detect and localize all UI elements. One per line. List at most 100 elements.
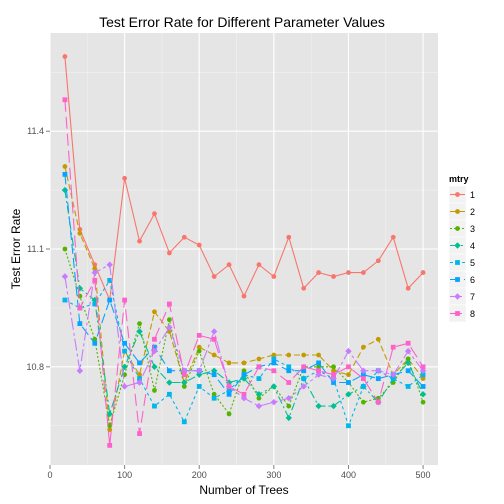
legend: mtry 1 2 3 4 5 6 7 8 <box>448 174 475 323</box>
data-point <box>346 380 351 385</box>
legend-item-7: 7 <box>448 287 475 306</box>
data-point <box>92 266 98 272</box>
data-point <box>226 391 232 397</box>
data-point <box>152 211 157 217</box>
data-point <box>301 285 307 291</box>
y-tick-label: 11.4 <box>27 126 44 136</box>
data-point <box>62 97 68 103</box>
data-point <box>301 376 307 381</box>
data-point <box>346 423 351 429</box>
data-point <box>375 367 382 374</box>
legend-key-marker <box>455 277 460 282</box>
data-point <box>107 297 113 303</box>
data-point <box>315 402 322 410</box>
data-point <box>375 336 381 342</box>
data-point <box>316 270 322 275</box>
data-point <box>122 348 128 354</box>
legend-label: 7 <box>470 292 475 302</box>
data-point <box>241 293 247 299</box>
data-point <box>360 367 367 374</box>
x-tick-label: 500 <box>416 470 431 480</box>
data-point <box>181 379 188 386</box>
data-point <box>211 274 217 279</box>
legend-item-2: 2 <box>448 202 475 221</box>
data-point <box>166 391 172 397</box>
data-point <box>166 301 172 307</box>
data-point <box>375 258 381 264</box>
data-point <box>256 395 262 401</box>
data-point <box>226 360 232 366</box>
data-point <box>92 301 98 307</box>
data-point <box>256 364 262 370</box>
data-point <box>316 352 322 358</box>
data-point <box>166 379 173 386</box>
data-point <box>106 410 113 418</box>
legend-key-marker <box>454 242 461 249</box>
data-point <box>196 333 202 338</box>
legend-key-marker <box>455 311 460 316</box>
data-point <box>211 391 217 397</box>
x-axis-title: Number of Trees <box>199 483 288 497</box>
data-point <box>152 309 157 315</box>
data-point <box>331 364 336 370</box>
data-point <box>405 285 411 291</box>
legend-key-marker <box>455 260 460 265</box>
data-point <box>166 317 172 323</box>
data-point <box>405 340 411 346</box>
data-point <box>375 376 381 381</box>
legend-item-1: 1 <box>448 185 475 204</box>
x-tick-label: 300 <box>266 470 281 480</box>
data-point <box>61 273 69 280</box>
data-point <box>241 391 247 397</box>
data-point <box>152 387 157 393</box>
x-tick-label: 200 <box>192 470 207 480</box>
data-point <box>181 234 187 240</box>
data-point <box>301 368 307 374</box>
data-point <box>331 274 336 279</box>
legend-item-5: 5 <box>448 253 475 272</box>
data-point <box>106 261 113 268</box>
data-point <box>405 368 411 374</box>
y-axis-title: Test Error Rate <box>9 208 23 289</box>
series-3 <box>62 246 426 429</box>
data-point <box>346 372 351 378</box>
data-point <box>241 372 247 378</box>
data-point <box>152 336 157 342</box>
data-point <box>360 270 366 275</box>
data-point <box>404 359 412 367</box>
data-point <box>346 364 351 370</box>
data-point <box>286 380 292 385</box>
data-point <box>152 344 157 350</box>
data-point <box>404 347 412 355</box>
data-point <box>62 54 68 59</box>
data-point <box>166 324 173 331</box>
chart-title: Test Error Rate for Different Parameter … <box>99 14 385 30</box>
data-point <box>360 372 366 378</box>
data-point <box>285 414 292 422</box>
data-point <box>255 402 263 410</box>
data-point <box>345 347 352 355</box>
data-point <box>256 356 262 362</box>
legend-title: mtry <box>449 174 469 184</box>
data-point <box>420 399 426 405</box>
x-tick-label: 100 <box>117 470 132 480</box>
data-point <box>151 363 158 371</box>
data-point <box>137 360 142 366</box>
series-layer <box>61 54 427 448</box>
data-point <box>271 274 277 279</box>
data-point <box>270 383 278 390</box>
data-point <box>331 380 336 385</box>
data-point <box>241 360 247 366</box>
data-point <box>286 364 292 370</box>
data-point <box>62 171 68 177</box>
data-point <box>196 242 202 248</box>
data-point <box>316 364 322 370</box>
legend-label: 4 <box>470 241 475 251</box>
data-point <box>331 372 336 378</box>
data-point <box>210 328 218 335</box>
data-point <box>196 348 202 354</box>
data-point <box>152 403 157 409</box>
data-point <box>345 391 352 398</box>
data-point <box>301 352 307 358</box>
data-point <box>91 269 98 276</box>
